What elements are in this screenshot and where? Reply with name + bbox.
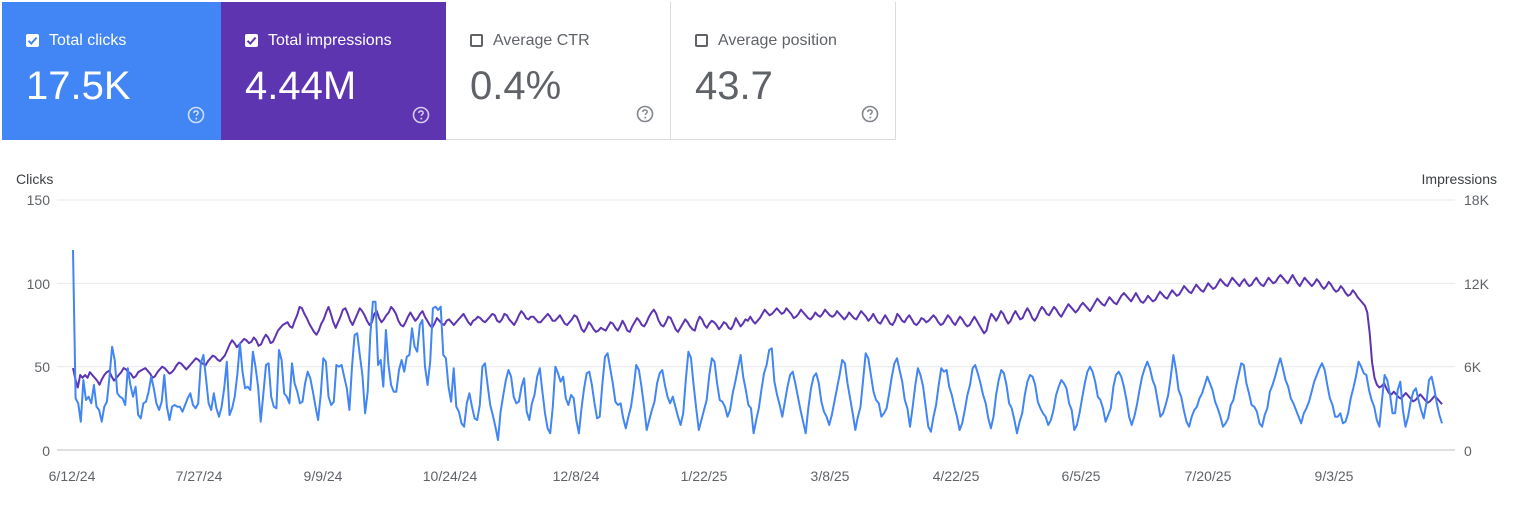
x-tick: 10/24/24	[422, 468, 478, 484]
average-ctr-value: 0.4%	[470, 64, 562, 108]
left-tick: 100	[26, 276, 50, 292]
total-impressions-label: Total impressions	[268, 32, 392, 49]
right-axis-title: Impressions	[1421, 171, 1497, 187]
clicks-series-line	[72, 249, 1443, 441]
average-position-checkbox[interactable]	[695, 34, 708, 47]
left-tick: 0	[42, 443, 50, 459]
x-tick: 7/20/25	[1184, 468, 1232, 484]
average-position-value: 43.7	[695, 64, 773, 108]
help-icon[interactable]	[412, 106, 430, 124]
x-tick: 4/22/25	[932, 468, 980, 484]
x-tick: 7/27/24	[175, 468, 223, 484]
x-tick: 6/5/25	[1061, 468, 1101, 484]
x-tick: 12/8/24	[552, 468, 600, 484]
total-impressions-card[interactable]: Total impressions 4.44M	[221, 2, 446, 140]
left-axis-title: Clicks	[16, 171, 54, 187]
help-icon[interactable]	[861, 105, 879, 123]
right-tick: 12K	[1464, 276, 1489, 292]
impressions-series-line	[72, 274, 1443, 405]
x-tick: 3/8/25	[810, 468, 850, 484]
total-clicks-value: 17.5K	[26, 64, 131, 108]
help-icon[interactable]	[636, 105, 654, 123]
left-tick: 50	[34, 359, 50, 375]
checkmark-icon	[246, 36, 257, 45]
x-tick: 9/9/24	[303, 468, 343, 484]
average-ctr-card[interactable]: Average CTR 0.4%	[446, 2, 671, 140]
right-tick: 6K	[1464, 359, 1482, 375]
x-tick: 1/22/25	[680, 468, 728, 484]
left-tick: 150	[26, 192, 50, 208]
total-impressions-checkbox[interactable]	[245, 34, 258, 47]
total-impressions-value: 4.44M	[245, 64, 357, 108]
total-clicks-checkbox[interactable]	[26, 34, 39, 47]
average-ctr-checkbox[interactable]	[470, 34, 483, 47]
checkmark-icon	[27, 36, 38, 45]
average-position-label: Average position	[718, 32, 837, 49]
help-icon[interactable]	[187, 106, 205, 124]
average-position-card[interactable]: Average position 43.7	[671, 2, 896, 140]
x-tick: 9/3/25	[1314, 468, 1354, 484]
metric-cards: Total clicks 17.5K Total impressions 4.4…	[2, 2, 896, 140]
total-clicks-card[interactable]: Total clicks 17.5K	[2, 2, 221, 140]
average-ctr-label: Average CTR	[493, 32, 590, 49]
total-clicks-label: Total clicks	[49, 32, 127, 49]
right-tick: 0	[1464, 443, 1472, 459]
right-tick: 18K	[1464, 192, 1489, 208]
x-tick: 6/12/24	[48, 468, 96, 484]
